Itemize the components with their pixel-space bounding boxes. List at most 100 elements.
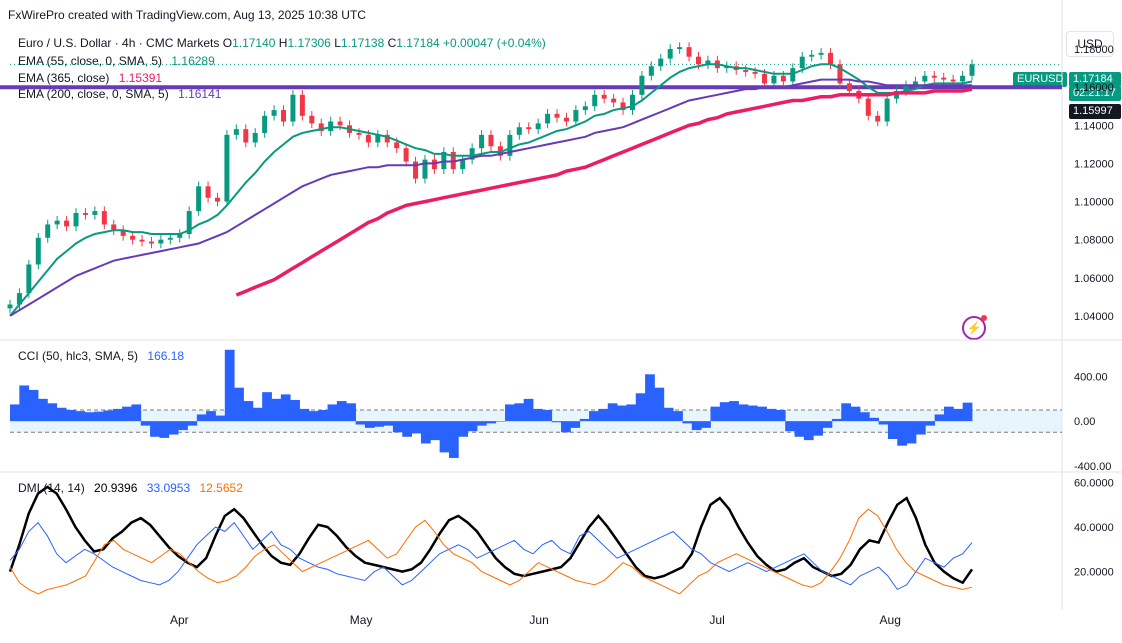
- cci-bar: [841, 403, 851, 422]
- price-candle: [281, 110, 287, 122]
- currency-button[interactable]: USD: [1066, 31, 1114, 57]
- series-line-ema-365: [235, 87, 973, 297]
- open-value: 1.17140: [232, 36, 276, 50]
- time-axis-label: Aug: [880, 613, 901, 627]
- dmi-axis-tick: 40.0000: [1074, 522, 1114, 534]
- cci-bar: [551, 421, 562, 423]
- cci-bar: [430, 421, 441, 441]
- price-candle: [365, 134, 371, 143]
- price-candle: [158, 239, 164, 244]
- cci-bar: [374, 421, 384, 427]
- cci-bar: [561, 421, 571, 433]
- cci-bar: [542, 410, 553, 422]
- open-label: O: [222, 36, 233, 50]
- cci-bar: [645, 374, 655, 422]
- ema200-label: EMA (200, close, 0, SMA, 5): [18, 87, 169, 101]
- cci-bar: [66, 410, 76, 422]
- cci-bar: [178, 421, 188, 431]
- price-candle: [82, 213, 88, 215]
- price-candle: [403, 148, 409, 162]
- dmi-line-minus-di: [9, 508, 973, 595]
- dmi-legend[interactable]: DMI (14, 14) 20.9396 33.0953 12.5652: [18, 481, 243, 495]
- cci-bar: [336, 401, 347, 422]
- dmi-plus-di-value: 33.0953: [146, 481, 191, 495]
- cci-bar: [579, 418, 590, 422]
- price-candle: [252, 132, 258, 143]
- cci-label: CCI (50, hlc3, SMA, 5): [18, 349, 139, 363]
- cci-bar: [859, 412, 870, 422]
- price-candle: [629, 94, 635, 111]
- cci-bar: [710, 406, 721, 422]
- price-axis-tick: 1.16000: [1074, 82, 1114, 94]
- price-candle: [705, 60, 711, 65]
- cci-bar: [75, 411, 86, 422]
- price-candle: [592, 94, 598, 107]
- price-candle: [545, 113, 551, 124]
- cci-bar: [280, 394, 291, 422]
- cci-bar: [271, 398, 282, 422]
- price-candle: [818, 52, 824, 55]
- cci-value: 166.18: [147, 349, 185, 363]
- last-price-tag: 1.17184: [1069, 72, 1121, 87]
- price-candle: [743, 70, 749, 72]
- dmi-line-plusminus-di: [9, 521, 973, 591]
- cci-bar: [467, 421, 478, 432]
- price-candle: [139, 239, 145, 242]
- cci-bar: [850, 406, 861, 422]
- cci-bar: [654, 387, 665, 422]
- low-label: L: [334, 36, 341, 50]
- price-axis-tick: 1.08000: [1074, 235, 1114, 247]
- price-candle: [205, 186, 211, 198]
- price-candle: [26, 264, 32, 294]
- cci-bar: [476, 421, 487, 426]
- cci-bar: [897, 421, 908, 446]
- time-axis-label: Jun: [529, 613, 548, 627]
- symbol-legend[interactable]: Euro / U.S. Dollar · 4h · CMC Markets O1…: [18, 36, 546, 50]
- price-candle: [186, 211, 192, 234]
- price-candle: [884, 98, 890, 122]
- price-candle: [413, 161, 419, 179]
- price-candle: [922, 75, 928, 82]
- cci-bar: [10, 404, 20, 422]
- dmi-pane: [8, 485, 974, 595]
- ema365-legend[interactable]: EMA (365, close) 1.15391: [18, 71, 162, 85]
- price-candle: [271, 110, 277, 116]
- cci-bar: [215, 415, 226, 422]
- cci-bar: [514, 403, 525, 422]
- chart-header-title: FxWirePro created with TradingView.com, …: [8, 8, 366, 22]
- cci-bar: [925, 421, 936, 426]
- cci-pane: [10, 349, 1062, 458]
- cci-bar: [934, 414, 945, 422]
- price-candle: [752, 71, 758, 74]
- cci-bar: [19, 385, 30, 422]
- series-line-ema-200: [9, 78, 972, 317]
- price-candle: [460, 159, 466, 170]
- price-axis-tick: 1.04000: [1074, 311, 1114, 323]
- time-axis-label: May: [350, 613, 373, 627]
- price-candle: [780, 75, 786, 82]
- price-candle: [960, 75, 966, 82]
- alert-dot-icon: [981, 315, 987, 321]
- price-candle: [828, 52, 834, 65]
- price-candle: [507, 134, 513, 156]
- ema200-legend[interactable]: EMA (200, close, 0, SMA, 5) 1.16141: [18, 87, 221, 101]
- price-candle: [903, 85, 909, 91]
- cci-legend[interactable]: CCI (50, hlc3, SMA, 5) 166.18: [18, 349, 184, 363]
- cci-bar: [168, 421, 179, 435]
- low-value: 1.17138: [340, 36, 385, 50]
- price-candle: [667, 49, 673, 59]
- price-candle: [846, 83, 852, 91]
- price-candle: [35, 237, 41, 265]
- cci-bar: [663, 407, 674, 422]
- price-candle: [762, 73, 768, 84]
- flash-icon[interactable]: ⚡: [962, 315, 987, 340]
- cci-axis-tick: -400.00: [1074, 461, 1111, 473]
- cci-bar: [439, 421, 450, 453]
- price-axis-tick: 1.10000: [1074, 197, 1114, 209]
- price-candle: [799, 56, 805, 69]
- cci-bar: [617, 405, 627, 422]
- cci-bar: [953, 408, 964, 422]
- cci-bar: [56, 407, 67, 422]
- ema200-value: 1.16141: [178, 87, 222, 101]
